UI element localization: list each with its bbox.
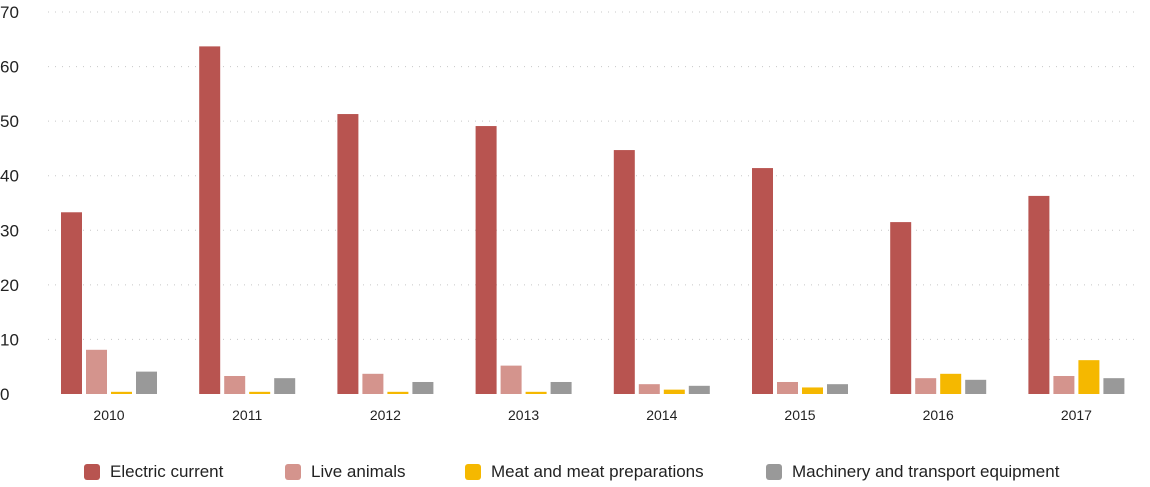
bar-meat-and-meat-preparations-2010: [111, 391, 132, 394]
bar-live-animals-2011: [224, 375, 246, 394]
legend: Electric current Live animals Meat and mea…: [0, 462, 1150, 486]
legend-swatch: [285, 464, 301, 480]
bar-live-animals-2010: [86, 349, 107, 394]
bar-electric-current-2013: [475, 126, 497, 394]
bar-machinery-and-transport-equipment-2013: [550, 381, 572, 394]
bar-meat-and-meat-preparations-2014: [663, 389, 685, 394]
bar-live-animals-2014: [638, 384, 660, 394]
bar-live-animals-2012: [362, 373, 384, 394]
y-tick-label: 30: [0, 221, 19, 240]
legend-item: Machinery and transport equipment: [766, 462, 1059, 482]
x-tick-label: 2015: [784, 407, 815, 423]
x-tick-label: 2017: [1061, 407, 1092, 423]
bar-electric-current-2014: [613, 150, 635, 394]
bar-machinery-and-transport-equipment-2015: [827, 384, 848, 394]
y-axis-ticks: 0 10 20 30 40 50 60 70: [0, 3, 19, 404]
y-tick-label: 60: [0, 58, 19, 77]
legend-label: Live animals: [311, 462, 406, 481]
bar-meat-and-meat-preparations-2013: [525, 391, 547, 394]
y-tick-label: 70: [0, 3, 19, 22]
bar-meat-and-meat-preparations-2012: [387, 391, 409, 394]
legend-label: Meat and meat preparations: [491, 462, 704, 481]
legend-item: Meat and meat preparations: [465, 462, 704, 482]
bar-electric-current-2016: [890, 222, 912, 394]
x-tick-label: 2011: [232, 407, 262, 423]
bar-machinery-and-transport-equipment-2014: [688, 385, 710, 394]
bar-live-animals-2017: [1053, 375, 1075, 394]
bar-meat-and-meat-preparations-2016: [940, 373, 962, 394]
bars: [61, 46, 1125, 394]
legend-label: Machinery and transport equipment: [792, 462, 1060, 481]
bar-machinery-and-transport-equipment-2016: [965, 379, 987, 394]
bar-machinery-and-transport-equipment-2010: [136, 371, 157, 394]
bar-live-animals-2013: [500, 365, 522, 394]
x-tick-label: 2014: [646, 407, 677, 423]
bar-electric-current-2010: [61, 212, 82, 394]
bar-meat-and-meat-preparations-2017: [1078, 360, 1100, 394]
y-tick-label: 20: [0, 276, 19, 295]
bar-meat-and-meat-preparations-2015: [802, 387, 823, 394]
bar-machinery-and-transport-equipment-2012: [412, 381, 434, 394]
x-axis-ticks: 2010 2011 2012 2013 2014 2015 2016 2017: [93, 407, 1092, 423]
y-tick-label: 0: [0, 385, 9, 404]
bar-machinery-and-transport-equipment-2017: [1103, 378, 1125, 394]
legend-swatch: [766, 464, 782, 480]
bar-live-animals-2016: [915, 378, 937, 394]
x-tick-label: 2012: [370, 407, 401, 423]
bar-meat-and-meat-preparations-2011: [249, 391, 271, 394]
legend-swatch: [465, 464, 481, 480]
bar-electric-current-2015: [752, 168, 773, 394]
bar-machinery-and-transport-equipment-2011: [274, 378, 296, 394]
x-tick-label: 2013: [508, 407, 539, 423]
legend-item: Electric current: [84, 462, 223, 482]
bar-live-animals-2015: [777, 381, 798, 394]
y-tick-label: 50: [0, 112, 19, 131]
y-tick-label: 40: [0, 167, 19, 186]
legend-item: Live animals: [285, 462, 406, 482]
bar-electric-current-2012: [337, 114, 359, 394]
legend-label: Electric current: [110, 462, 224, 481]
y-tick-label: 10: [0, 330, 19, 349]
x-tick-label: 2016: [923, 407, 954, 423]
bar-electric-current-2011: [199, 46, 221, 394]
legend-swatch: [84, 464, 100, 480]
x-tick-label: 2010: [93, 407, 124, 423]
bar-chart: 0 10 20 30 40 50 60 70 2010 2011 2012 2013 2014 2015…: [0, 3, 1138, 423]
bar-electric-current-2017: [1028, 195, 1050, 394]
